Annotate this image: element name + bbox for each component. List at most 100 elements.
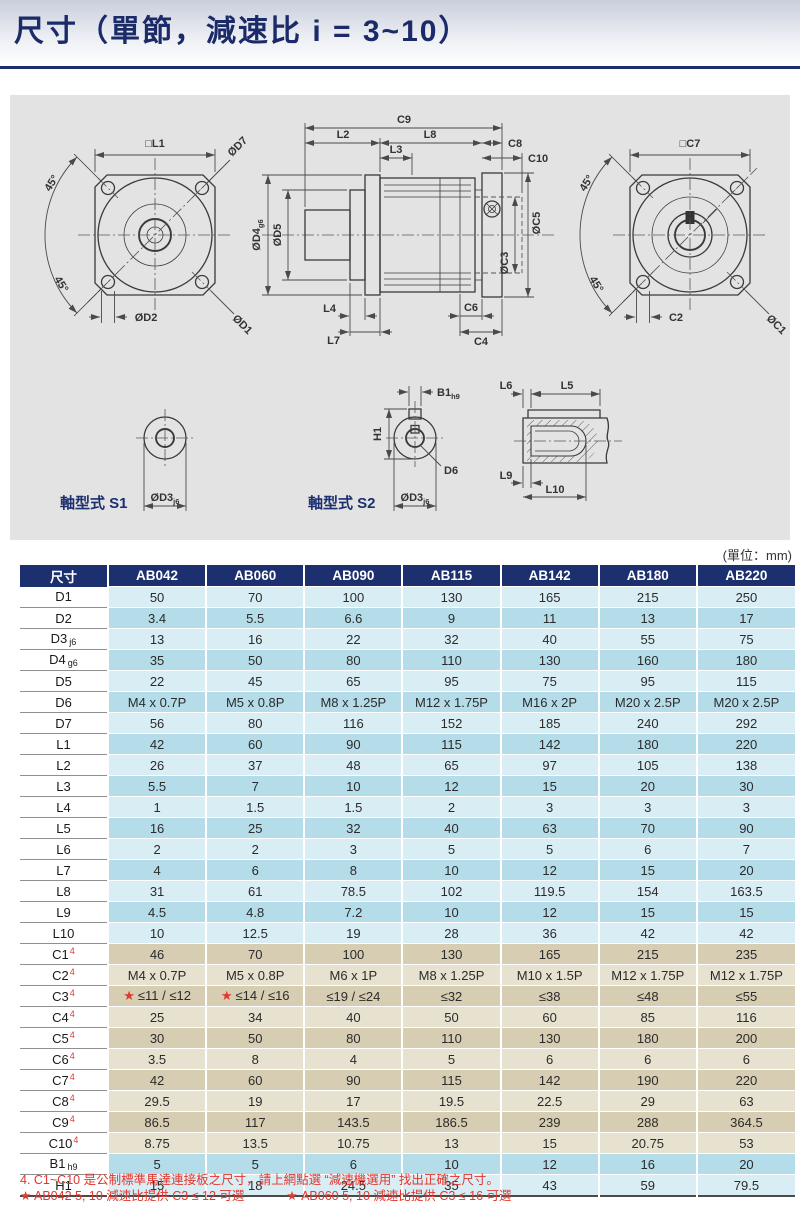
table-row: C54 30 50 80 110 130 180 200: [20, 1027, 795, 1049]
value-cell: 55: [597, 628, 697, 650]
value-cell: 10: [401, 1153, 501, 1175]
table-row: C64 3.5 8 4 5 6 6 6: [20, 1048, 795, 1070]
table-row: D2 3.4 5.5 6.6 9 11 13 17: [20, 607, 795, 629]
value-cell: 5: [401, 1048, 501, 1070]
value-cell: ★ ≤11 / ≤12: [106, 985, 207, 1007]
row-label: C74: [20, 1069, 109, 1091]
value-cell: 7: [205, 775, 305, 797]
value-cell: 7: [695, 838, 795, 860]
value-cell: 180: [597, 733, 697, 755]
value-cell: 12: [401, 775, 501, 797]
table-row: D1 50 70 100 130 165 215 250: [20, 586, 795, 608]
value-cell: 53: [695, 1132, 795, 1154]
value-cell: 152: [401, 712, 501, 734]
dim-label-l2: L2: [337, 129, 350, 141]
value-cell: 180: [695, 649, 795, 671]
value-cell: 34: [205, 1006, 305, 1028]
dim-label-45-top-rear: 45°: [577, 173, 596, 193]
dim-label-l5: L5: [561, 380, 574, 392]
value-cell: 15: [499, 1132, 599, 1154]
footnote-star-ab042: ★ AB042 5, 10 減速比提供 C3 ≤ 12 可選: [20, 1189, 245, 1203]
column-header-model: AB042: [106, 565, 207, 587]
dim-label-c4: C4: [474, 336, 489, 348]
table-row: L6 2 2 3 5 5 6 7: [20, 838, 795, 860]
value-cell: 200: [695, 1027, 795, 1049]
value-cell: 1: [106, 796, 207, 818]
row-label: L9: [20, 901, 109, 923]
dim-label-l8: L8: [424, 129, 437, 141]
dim-label-c6: C6: [464, 302, 478, 314]
value-cell: 15: [597, 901, 697, 923]
value-cell: 115: [401, 733, 501, 755]
value-cell: M16 x 2P: [499, 691, 599, 713]
value-cell: 220: [695, 1069, 795, 1091]
value-cell: 19.5: [401, 1090, 501, 1112]
value-cell: 17: [303, 1090, 403, 1112]
row-label: D7: [20, 712, 109, 734]
value-cell: 85: [597, 1006, 697, 1028]
dim-label-s1-d3: ØD3j6: [151, 492, 180, 506]
title-bar: 尺寸（單節，減速比 i = 3~10）: [0, 0, 800, 69]
row-label: L3: [20, 775, 109, 797]
value-cell: 130: [499, 1027, 599, 1049]
row-label: C14: [20, 943, 109, 965]
value-cell: 288: [597, 1111, 697, 1133]
dim-label-c9: C9: [397, 114, 411, 126]
value-cell: 40: [401, 817, 501, 839]
value-cell: M4 x 0.7P: [106, 964, 207, 986]
value-cell: 22.5: [499, 1090, 599, 1112]
value-cell: 6: [303, 1153, 403, 1175]
value-cell: 163.5: [695, 880, 795, 902]
value-cell: 364.5: [695, 1111, 795, 1133]
value-cell: 115: [695, 670, 795, 692]
value-cell: 4: [106, 859, 207, 881]
shaft-type-s2-caption: 軸型式 S2: [308, 494, 376, 512]
value-cell: 15: [499, 775, 599, 797]
value-cell: 56: [106, 712, 207, 734]
row-label: L7: [20, 859, 109, 881]
value-cell: M10 x 1.5P: [499, 964, 599, 986]
value-cell: 13.5: [205, 1132, 305, 1154]
value-cell: ≤55: [695, 985, 795, 1007]
row-label: C104: [20, 1132, 109, 1154]
dim-label-45-bottom: 45°: [51, 274, 70, 294]
value-cell: 42: [106, 1069, 207, 1091]
table-row: C94 86.5 117 143.5 186.5 239 288 364.5: [20, 1111, 795, 1133]
value-cell: 12: [499, 1153, 599, 1175]
value-cell: 95: [597, 670, 697, 692]
column-header-model: AB115: [401, 565, 501, 587]
table-row: C104 8.75 13.5 10.75 13 15 20.75 53: [20, 1132, 795, 1154]
table-row: L1 42 60 90 115 142 180 220: [20, 733, 795, 755]
value-cell: 90: [303, 1069, 403, 1091]
value-cell: 13: [401, 1132, 501, 1154]
value-cell: 42: [597, 922, 697, 944]
value-cell: 239: [499, 1111, 599, 1133]
value-cell: 100: [303, 943, 403, 965]
table-row: L4 1 1.5 1.5 2 3 3 3: [20, 796, 795, 818]
column-header-model: AB060: [205, 565, 305, 587]
value-cell: 220: [695, 733, 795, 755]
value-cell: 292: [695, 712, 795, 734]
value-cell: 6: [695, 1048, 795, 1070]
value-cell: 36: [499, 922, 599, 944]
value-cell: 250: [695, 586, 795, 608]
row-label: C24: [20, 964, 109, 986]
technical-drawing-panel: □L1 ØD7 45° 45° ØD2 ØD1: [10, 95, 790, 540]
value-cell: 235: [695, 943, 795, 965]
value-cell: 60: [205, 1069, 305, 1091]
dim-label-d6: D6: [444, 465, 458, 477]
value-cell: 80: [205, 712, 305, 734]
table-row: C44 25 34 40 50 60 85 116: [20, 1006, 795, 1028]
value-cell: 15: [695, 901, 795, 923]
table-row: B1 h9 5 5 6 10 12 16 20: [20, 1153, 795, 1175]
value-cell: 29.5: [106, 1090, 207, 1112]
value-cell: M6 x 1P: [303, 964, 403, 986]
value-cell: 15: [106, 1174, 207, 1196]
value-cell: ★ ≤14 / ≤16: [205, 985, 305, 1007]
value-cell: 32: [303, 817, 403, 839]
value-cell: 5: [401, 838, 501, 860]
value-cell: 95: [401, 670, 501, 692]
value-cell: 116: [695, 1006, 795, 1028]
row-label: L4: [20, 796, 109, 818]
